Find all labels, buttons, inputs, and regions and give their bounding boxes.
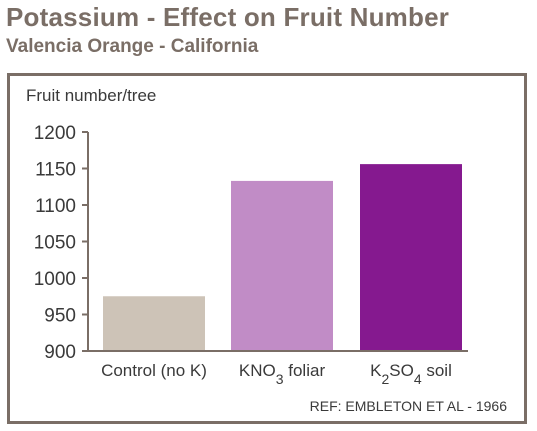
y-tick-label: 1150 [35,160,76,181]
bar-3 [360,164,462,351]
y-tick-label: 950 [44,306,76,327]
x-tick-label: KNO3 foliar [239,361,326,387]
x-tick-label: K2SO4 soil [370,361,452,387]
y-tick-label: 1200 [34,123,76,144]
reference-note: REF: EMBLETON ET AL - 1966 [309,398,507,414]
chart-subtitle: Valencia Orange - California [6,36,259,57]
chart-title: Potassium - Effect on Fruit Number [6,2,450,32]
y-tick-label: 900 [44,342,76,363]
y-tick-label: 1100 [35,196,76,217]
x-tick-label: Control (no K) [101,361,207,380]
y-tick-label: 1000 [34,269,76,290]
y-tick-label: 1050 [34,233,76,254]
bar-1 [103,296,205,351]
y-axis-label: Fruit number/tree [26,86,157,105]
bar-2 [231,180,333,351]
